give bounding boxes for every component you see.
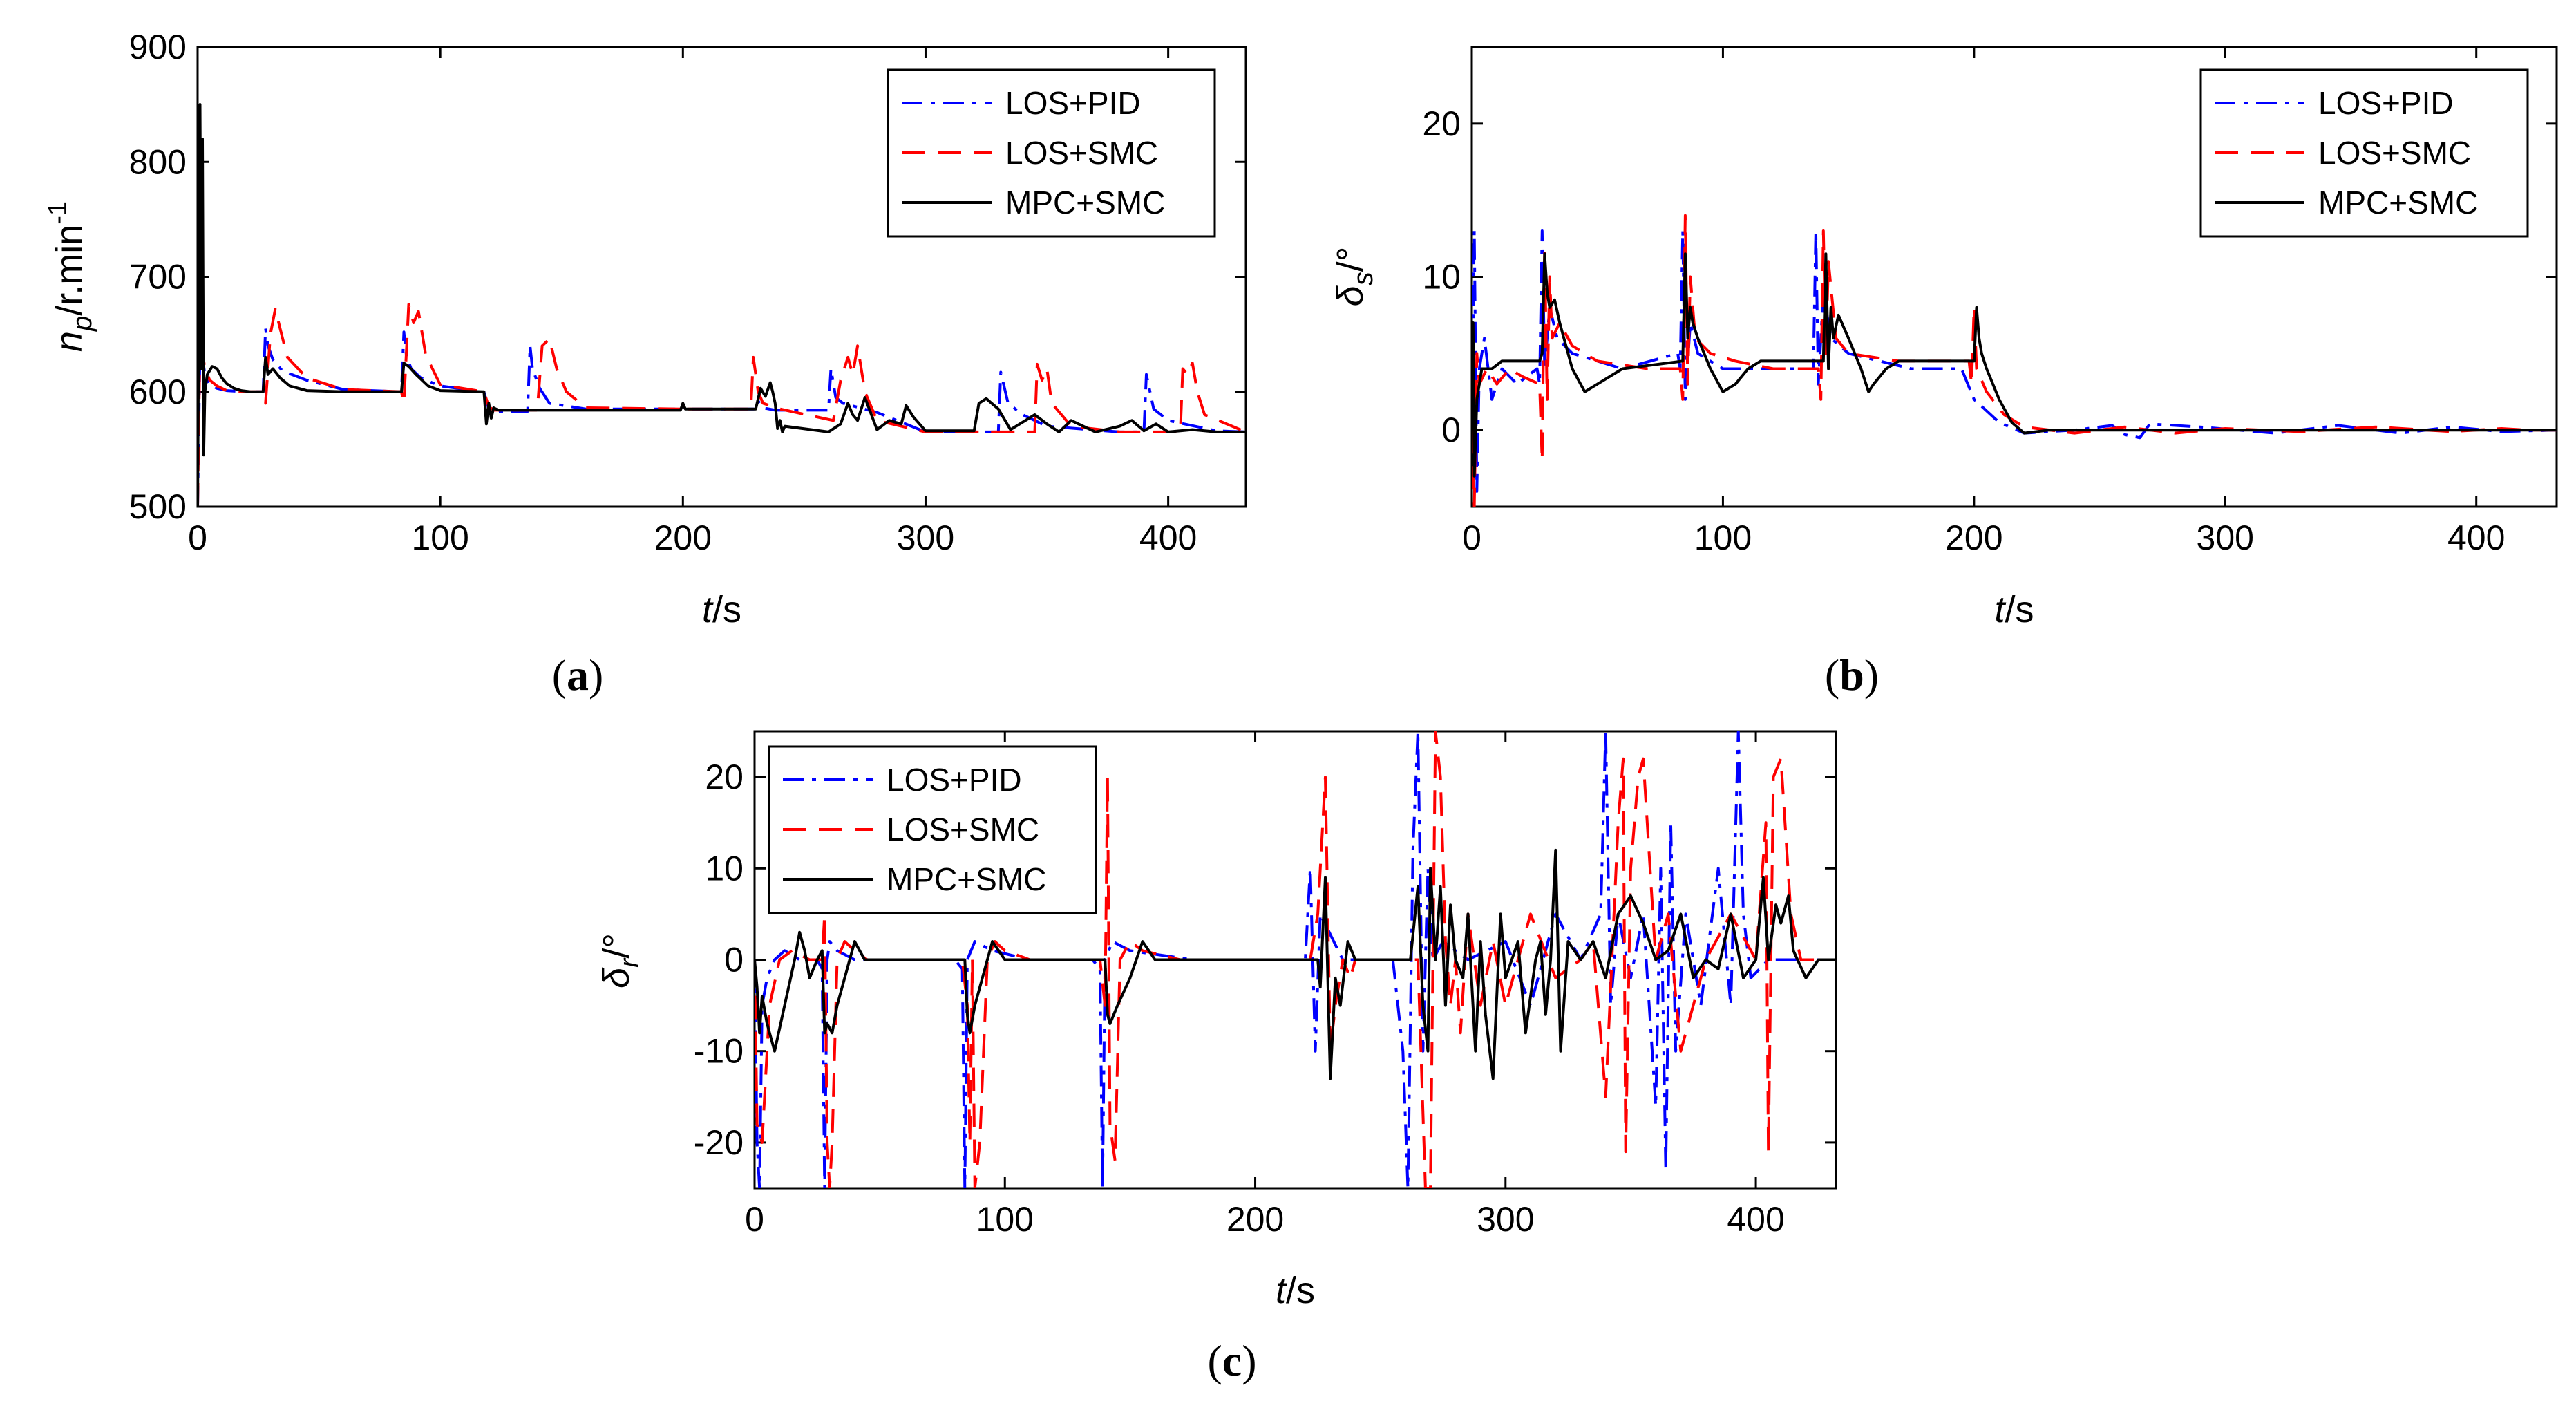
x-tick-label: 0 [745, 1200, 764, 1239]
x-tick-label: 200 [1227, 1200, 1284, 1239]
x-tick-label: 300 [1477, 1200, 1534, 1239]
x-tick-label: 100 [411, 518, 468, 557]
x-tick-label: 200 [654, 518, 712, 557]
y-tick-label: 10 [705, 849, 744, 888]
y-tick-label: 0 [1441, 411, 1461, 449]
legend-label: MPC+SMC [1005, 185, 1165, 220]
legend: LOS+PID LOS+SMC MPC+SMC [2199, 68, 2529, 238]
legend-label: MPC+SMC [887, 861, 1046, 897]
y-tick-label: 500 [129, 487, 187, 526]
series-group [1472, 214, 2557, 507]
x-axis-label: t/s [702, 589, 741, 630]
x-tick-label: 300 [897, 518, 954, 557]
series-group [755, 731, 1836, 1188]
y-tick-label: -10 [694, 1032, 744, 1071]
series-group [198, 103, 1246, 507]
x-tick-label: 0 [1462, 518, 1481, 557]
y-tick-label: -20 [694, 1123, 744, 1162]
y-tick-label: 900 [129, 28, 187, 66]
caption-a: (a) [552, 650, 604, 700]
y-tick-label: 0 [724, 941, 744, 979]
series-line-los-plus-smc [198, 303, 1246, 507]
series-line-mpc-plus-smc [1472, 252, 2557, 478]
caption-c: (c) [1207, 1336, 1256, 1385]
y-tick-label: 600 [129, 373, 187, 411]
x-tick-label: 300 [2197, 518, 2254, 557]
series-line-mpc-plus-smc [755, 848, 1836, 1080]
legend-label: LOS+SMC [887, 811, 1039, 847]
y-axis-label: δs/° [1329, 247, 1379, 307]
legend-label: LOS+PID [887, 762, 1022, 798]
legend-label: LOS+SMC [2318, 135, 2471, 171]
y-tick-label: 20 [705, 758, 744, 796]
y-axis-label: np/r.min-1 [44, 201, 97, 352]
x-tick-label: 400 [1139, 518, 1197, 557]
y-tick-label: 10 [1422, 258, 1461, 297]
series-line-mpc-plus-smc [198, 103, 1246, 507]
panel-a: 0 100 200 300 400 500 600 700 800 900 LOS+PID LOS+S… [44, 28, 1247, 630]
panel-c: 0 100 200 300 400 -20 -10 0 10 20 LOS+PID LOS+SMC MP… [596, 730, 1837, 1311]
x-tick-label: 400 [1727, 1200, 1784, 1239]
legend: LOS+PID LOS+SMC MPC+SMC [768, 745, 1097, 914]
legend: LOS+PID LOS+SMC MPC+SMC [887, 68, 1216, 238]
x-axis-label: t/s [1994, 589, 2034, 630]
y-tick-label: 800 [129, 142, 187, 181]
caption-b: (b) [1825, 650, 1879, 700]
legend-label: LOS+PID [1005, 85, 1141, 121]
y-axis-label: δr/° [596, 933, 645, 988]
legend-label: MPC+SMC [2318, 185, 2478, 220]
x-tick-label: 100 [1694, 518, 1752, 557]
x-axis-label: t/s [1276, 1270, 1315, 1311]
panel-b: 0 100 200 300 400 0 10 20 LOS+PID LOS+SMC MPC+SMC t… [1329, 46, 2558, 630]
y-tick-label: 20 [1422, 104, 1461, 143]
x-tick-label: 200 [1945, 518, 2002, 557]
x-tick-label: 0 [188, 518, 207, 557]
x-tick-label: 100 [976, 1200, 1034, 1239]
series-line-los-plus-smc [755, 731, 1836, 1188]
y-tick-label: 700 [129, 258, 187, 297]
legend-label: LOS+PID [2318, 85, 2454, 121]
x-tick-label: 400 [2447, 518, 2505, 557]
series-line-los-plus-pid [1472, 229, 2557, 493]
series-line-los-plus-pid [198, 327, 1246, 507]
legend-label: LOS+SMC [1005, 135, 1158, 171]
